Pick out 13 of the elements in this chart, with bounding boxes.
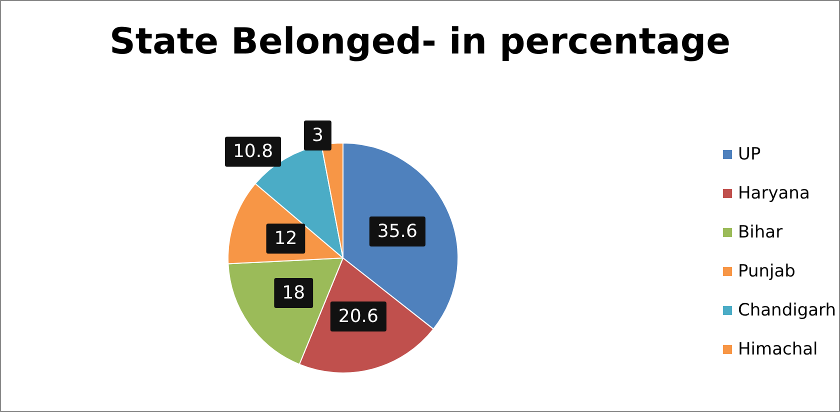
data-label: 10.8 (232, 141, 274, 162)
data-label: 35.6 (377, 221, 418, 242)
data-label: 20.6 (338, 306, 378, 328)
data-label: 3 (312, 125, 324, 146)
legend-label: UP (738, 144, 761, 164)
legend-label: Haryana (738, 184, 810, 204)
legend-label: Chandigarh (738, 300, 836, 320)
legend-label: Himachal (738, 340, 818, 360)
legend-label: Punjab (738, 262, 796, 282)
legend-label: Bihar (738, 222, 783, 242)
data-label: 18 (282, 282, 306, 304)
chart-title: State Belonged- in percentage (109, 22, 731, 62)
data-label: 12 (274, 228, 298, 250)
